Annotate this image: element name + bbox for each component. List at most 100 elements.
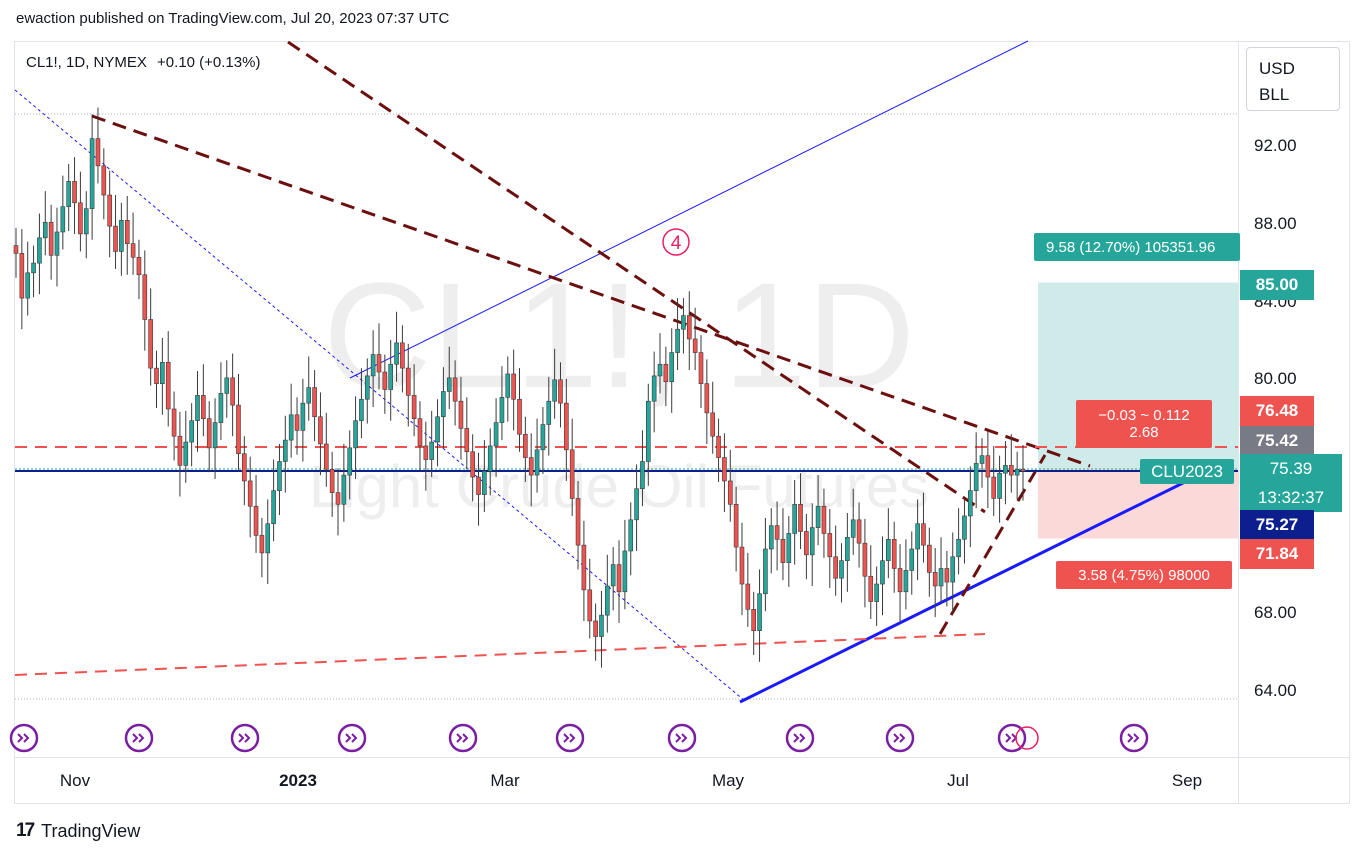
entry-price-tag: 75.42 (1240, 426, 1314, 456)
line-price-tag: 75.27 (1240, 510, 1314, 540)
symbol-legend[interactable]: CL1!, 1D, NYMEX +0.10 (+0.13%) (26, 54, 266, 71)
candle-body (587, 589, 593, 622)
candle-body (780, 538, 786, 563)
candle-body (364, 375, 370, 400)
legend-symbol: CL1!, 1D, NYMEX (26, 54, 147, 71)
contract-label[interactable]: CLU2023 (1140, 459, 1234, 484)
y-tick-label: 88.00 (1254, 214, 1297, 233)
candle-body (868, 575, 874, 602)
candle-body (25, 272, 31, 299)
candle-body (370, 354, 376, 377)
candle-body (60, 206, 66, 233)
event-arrow-icon (793, 733, 806, 743)
candle-body (921, 523, 926, 546)
candle-body (470, 451, 475, 478)
risk-reward-label[interactable]: −0.03 ~ 0.112 2.68 (1076, 400, 1212, 448)
publish-header: ewaction published on TradingView.com, J… (16, 10, 450, 27)
candle-body (669, 352, 675, 383)
event-arrow-icon (1127, 733, 1140, 743)
x-tick-label: 2023 (279, 771, 317, 790)
candle-body (382, 371, 388, 390)
event-arrow-icon (17, 733, 30, 743)
candle-body (353, 420, 358, 449)
event-arrow-icon (238, 733, 251, 743)
candle-body (300, 402, 306, 431)
candle-body (154, 367, 159, 384)
candle-body (400, 342, 405, 369)
candle-body (54, 231, 60, 256)
candle-body (517, 398, 522, 435)
candle-body (681, 315, 686, 330)
candle-body (821, 505, 827, 534)
candle-body (13, 245, 19, 254)
candle-body (997, 472, 1002, 499)
candle-body (277, 461, 282, 491)
dotted-trendline (14, 89, 746, 702)
event-marker-icon (885, 723, 915, 753)
candle-body (78, 202, 83, 235)
candle-body (575, 498, 581, 546)
candle-body (423, 445, 429, 460)
candle-body (482, 470, 487, 495)
candle-body (1008, 465, 1014, 476)
candle-body (909, 548, 915, 571)
candle-body (897, 568, 903, 593)
price-scale[interactable] (1238, 41, 1350, 757)
candle-body (201, 395, 206, 419)
candle-body (927, 544, 932, 573)
candle-body (874, 583, 879, 602)
candle-body (224, 377, 230, 394)
candle-body (119, 220, 124, 252)
candle-body (183, 441, 189, 466)
candle-body (306, 387, 312, 404)
wedge-long-line (287, 40, 986, 514)
event-marker-icon (9, 723, 39, 753)
candle-body (177, 435, 183, 466)
candle-body (704, 383, 710, 414)
time-scale[interactable] (14, 757, 1238, 804)
x-tick-label: Sep (1171, 771, 1203, 790)
candle-body (31, 262, 36, 274)
candle-body (727, 480, 733, 505)
currency-unit-button[interactable]: USD BLL (1246, 47, 1340, 111)
tradingview-footer[interactable]: 17 TradingView (16, 820, 140, 842)
candle-body (540, 424, 546, 451)
candle-body (476, 476, 481, 495)
candle-body (464, 428, 470, 453)
candle-body (564, 402, 569, 451)
x-tick-label: Nov (59, 771, 91, 790)
candle-body (441, 391, 446, 418)
loss-label[interactable]: 3.58 (4.75%) 98000 (1056, 561, 1232, 589)
candle-body (165, 361, 171, 410)
candle-body (242, 453, 247, 482)
candle-body (622, 550, 628, 593)
candle-body (757, 593, 762, 632)
candle-body (605, 585, 610, 616)
candle-body (962, 515, 967, 540)
candle-body (903, 570, 909, 593)
tradingview-logo-icon: 17 (16, 820, 35, 841)
candle-body (956, 538, 961, 558)
level-price-tag: 76.48 (1240, 396, 1314, 426)
candle-body (405, 367, 411, 396)
candle-body (206, 418, 212, 449)
profit-label[interactable]: 9.58 (12.70%) 105351.96 (1034, 233, 1240, 261)
candle-body (388, 363, 393, 390)
candle-body (774, 525, 780, 540)
candle-body (944, 568, 950, 583)
candle-body (37, 237, 42, 264)
candle-body (534, 449, 540, 476)
candle-body (657, 363, 663, 377)
candle-body (991, 476, 997, 499)
candle-body (511, 373, 516, 400)
candle-body (72, 181, 77, 204)
candle-body (359, 398, 364, 421)
candle-body (546, 400, 552, 425)
upper-channel-line (349, 40, 1029, 379)
candle-body (634, 488, 639, 521)
candle-body (160, 361, 165, 384)
event-arrow-icon (893, 733, 906, 743)
candle-body (1003, 465, 1008, 474)
candle-body (628, 519, 634, 552)
